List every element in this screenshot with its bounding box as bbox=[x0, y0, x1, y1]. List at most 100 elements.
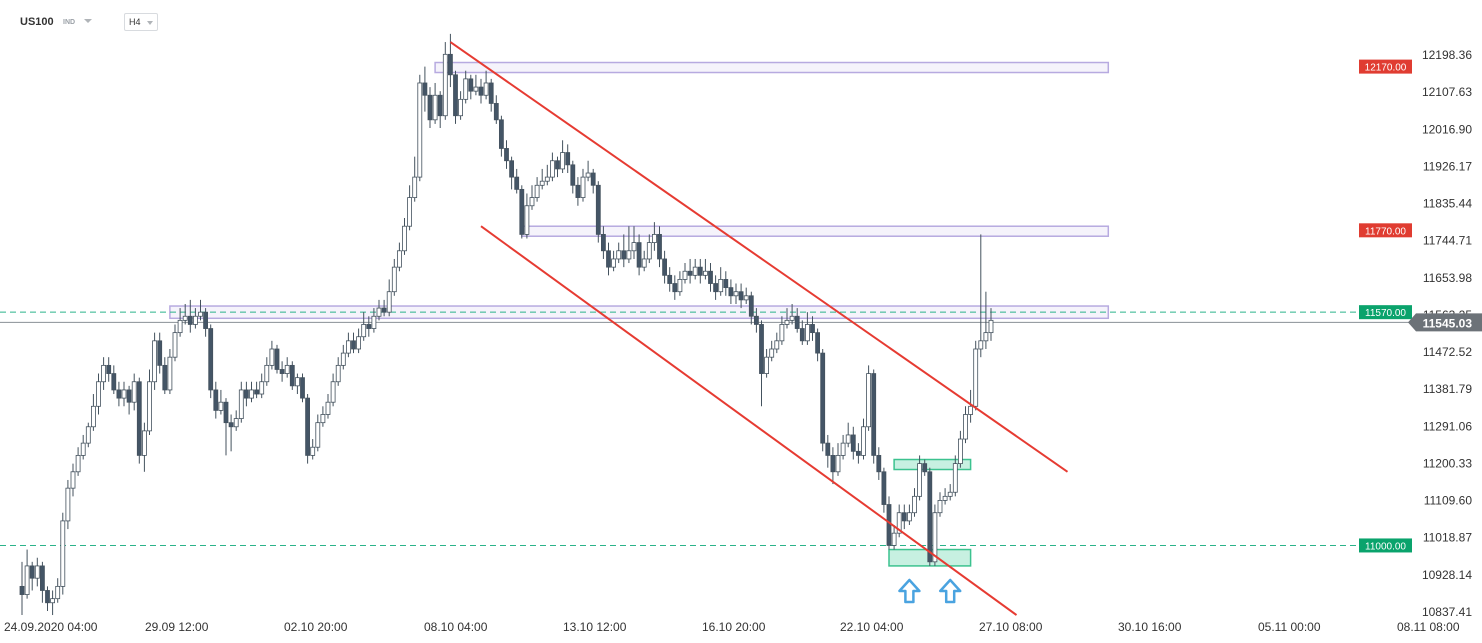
candle-body bbox=[177, 319, 183, 334]
candle bbox=[529, 185, 535, 210]
candle bbox=[901, 504, 907, 530]
y-tick-label: 11018.87 bbox=[1423, 531, 1472, 545]
candle bbox=[896, 504, 902, 538]
x-tick-label: 08.11 08:00 bbox=[1397, 620, 1460, 634]
candle bbox=[611, 250, 616, 272]
candle-body bbox=[738, 291, 744, 301]
candle bbox=[575, 177, 581, 206]
candle-body bbox=[249, 389, 254, 399]
candle bbox=[560, 140, 565, 174]
x-tick-label: 16.10 20:00 bbox=[702, 620, 766, 634]
candle bbox=[917, 455, 922, 501]
candle bbox=[254, 381, 260, 399]
candle-body bbox=[208, 328, 214, 391]
candle-body bbox=[203, 311, 209, 329]
candle bbox=[963, 406, 968, 444]
candle-body bbox=[269, 348, 275, 366]
level-tag-bg bbox=[1359, 59, 1412, 74]
level-tag-bg bbox=[1359, 538, 1412, 553]
candle-body bbox=[386, 291, 392, 313]
candle bbox=[432, 82, 438, 124]
candle bbox=[111, 365, 117, 395]
candle-body bbox=[708, 270, 713, 284]
candle bbox=[75, 447, 81, 476]
candle-body bbox=[213, 389, 219, 411]
candle-body bbox=[29, 565, 35, 579]
candle bbox=[692, 258, 698, 280]
candle-body bbox=[555, 160, 560, 170]
candle bbox=[723, 271, 729, 296]
candle-body bbox=[840, 442, 846, 456]
candle bbox=[468, 74, 474, 100]
y-tick-label: 10928.14 bbox=[1422, 568, 1472, 582]
candle bbox=[402, 218, 407, 255]
candle-body bbox=[294, 377, 300, 387]
candle-body bbox=[50, 598, 55, 604]
symbol-label[interactable]: US100 bbox=[20, 16, 54, 28]
candle-body bbox=[152, 340, 158, 383]
candle bbox=[646, 234, 652, 264]
candle-body bbox=[65, 487, 71, 522]
candle bbox=[371, 308, 377, 333]
candle bbox=[703, 258, 708, 280]
candle bbox=[412, 156, 418, 202]
candle bbox=[922, 459, 928, 476]
candle bbox=[473, 74, 479, 96]
exchange-dropdown-icon[interactable] bbox=[84, 19, 92, 23]
timeframe-select[interactable]: H4 bbox=[124, 13, 158, 31]
x-tick-label: 13.10 12:00 bbox=[563, 620, 627, 634]
candle bbox=[524, 193, 530, 239]
x-axis: 24.09.2020 04:00 29.09 12:00 02.10 20:00 08… bbox=[4, 620, 1460, 634]
candle bbox=[891, 524, 897, 550]
candle bbox=[259, 373, 265, 399]
candle-body bbox=[585, 172, 591, 178]
candle-body bbox=[198, 311, 203, 317]
candle-body bbox=[606, 250, 611, 268]
candle bbox=[40, 561, 45, 603]
candle-body bbox=[805, 324, 810, 342]
candle-body bbox=[876, 455, 882, 473]
candle bbox=[264, 357, 270, 386]
x-tick-label: 02.10 20:00 bbox=[284, 620, 348, 634]
candle bbox=[764, 349, 769, 378]
candle bbox=[682, 263, 688, 284]
candle bbox=[483, 70, 489, 100]
candle-body bbox=[91, 405, 96, 428]
candle bbox=[396, 242, 402, 272]
level-tag-text: 11000.00 bbox=[1365, 541, 1406, 552]
candle bbox=[514, 168, 520, 194]
y-tick-label: 11835.44 bbox=[1423, 197, 1472, 211]
candle bbox=[978, 234, 984, 358]
support-zone bbox=[893, 458, 972, 471]
candle-body bbox=[677, 279, 683, 293]
x-tick-label: 27.10 08:00 bbox=[979, 620, 1043, 634]
candle-body bbox=[539, 180, 545, 186]
candle-body bbox=[544, 176, 550, 182]
candle bbox=[162, 357, 168, 395]
candle-body bbox=[963, 414, 968, 440]
candle bbox=[279, 361, 285, 382]
candle-body bbox=[912, 495, 917, 514]
candle-body bbox=[417, 82, 423, 178]
candle-body bbox=[488, 82, 494, 104]
candle bbox=[233, 410, 239, 431]
candle-body bbox=[356, 336, 362, 350]
candle bbox=[356, 328, 362, 354]
candle-body bbox=[529, 197, 535, 207]
candle bbox=[550, 152, 555, 182]
candle-body bbox=[101, 364, 106, 383]
candle bbox=[718, 267, 724, 296]
candle bbox=[973, 340, 979, 411]
candle bbox=[958, 430, 963, 468]
candle-body bbox=[799, 328, 805, 342]
candle bbox=[805, 312, 810, 345]
candle-body bbox=[447, 53, 453, 76]
candle-body bbox=[687, 270, 693, 276]
candle bbox=[555, 156, 560, 178]
candle-body bbox=[19, 585, 25, 595]
candle-body bbox=[453, 74, 458, 117]
candle-body bbox=[45, 590, 50, 604]
candle-body bbox=[682, 270, 688, 280]
candle-body bbox=[646, 242, 652, 260]
